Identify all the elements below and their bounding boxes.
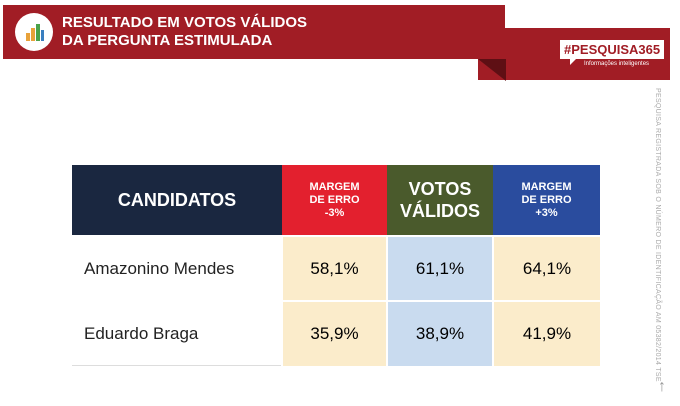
tagline: Informações inteligentes	[584, 61, 650, 67]
registration-note: PESQUISA REGISTRADA SOB O NÚMERO DE IDEN…	[654, 88, 661, 382]
title-line-1: RESULTADO EM VOTOS VÁLIDOS	[62, 14, 308, 31]
table-row: Amazonino Mendes 58,1% 61,1% 64,1%	[72, 235, 600, 302]
bar-chart-icon	[26, 24, 44, 41]
candidate-name: Eduardo Braga	[72, 300, 282, 366]
header-candidatos: CANDIDATOS	[72, 165, 282, 236]
valid-votes-value: 61,1%	[386, 235, 493, 301]
page-title: RESULTADO EM VOTOS VÁLIDOS DA PERGUNTA E…	[62, 14, 307, 50]
header-votos-validos: VOTOS VÁLIDOS	[387, 165, 493, 236]
title-line-2: DA PERGUNTA ESTIMULADA	[62, 32, 273, 49]
hashtag-badge: #PESQUISA365	[560, 40, 665, 65]
margin-low-value: 35,9%	[281, 300, 387, 366]
margin-high-value: 64,1%	[492, 235, 600, 301]
candidate-name: Amazonino Mendes	[72, 235, 282, 302]
table-row: Eduardo Braga 35,9% 38,9% 41,9%	[72, 300, 600, 366]
arrow-up-icon: ↑	[658, 378, 666, 395]
banner-fold	[478, 59, 506, 81]
header-banner	[3, 5, 505, 59]
margin-high-value: 41,9%	[492, 300, 600, 366]
margin-low-value: 58,1%	[281, 235, 387, 301]
results-table: CANDIDATOS MARGEM DE ERRO -3% VOTOS VÁLIDOS…	[72, 165, 600, 366]
table-header-row: CANDIDATOS MARGEM DE ERRO -3% VOTOS VÁLIDOS…	[72, 165, 600, 236]
header-margem-menos: MARGEM DE ERRO -3%	[282, 165, 387, 236]
header-margem-mais: MARGEM DE ERRO +3%	[493, 165, 600, 236]
valid-votes-value: 38,9%	[386, 300, 493, 366]
